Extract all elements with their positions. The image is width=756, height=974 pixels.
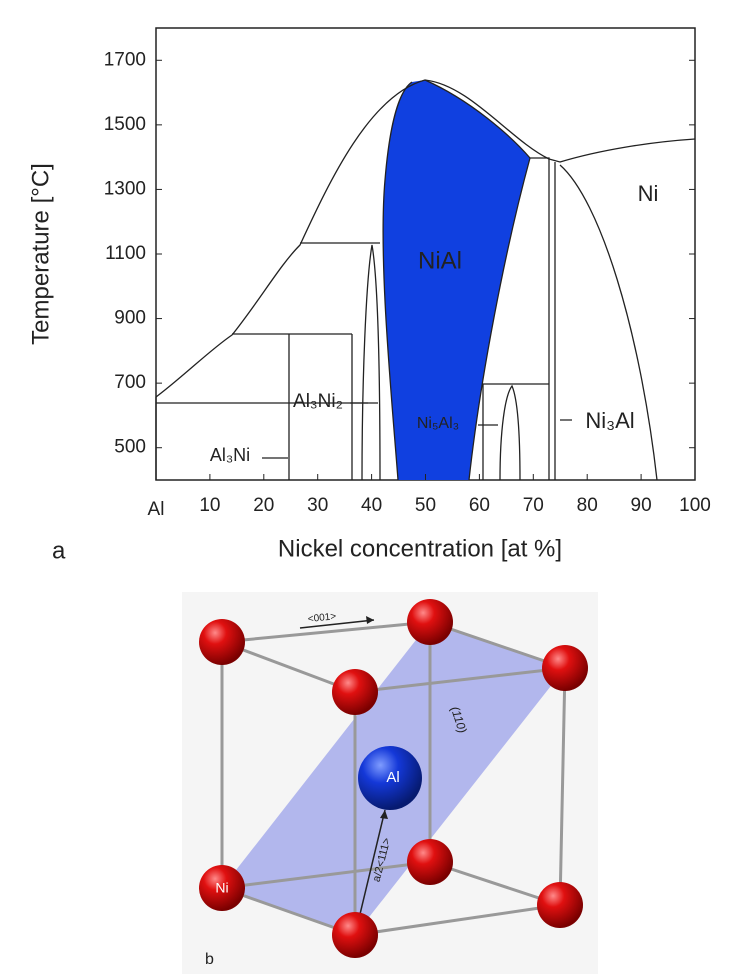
y-tick-label: 500 (114, 437, 146, 458)
boundary (361, 244, 381, 481)
x-tick-label: 100 (679, 495, 711, 516)
ni-atom (542, 645, 588, 691)
nial-region (383, 80, 530, 480)
x-tick-label: 10 (199, 495, 220, 516)
direction-label: <001> (307, 611, 337, 625)
region-label: Ni₃Al (585, 408, 634, 433)
ni-atom (332, 669, 378, 715)
x-tick-label: 80 (577, 495, 598, 516)
region-label: Al₃Ni (210, 445, 250, 465)
boundary (382, 81, 413, 481)
x-tick-label: 90 (631, 495, 652, 516)
y-tick-label: 1500 (104, 114, 146, 135)
ni-atom (407, 839, 453, 885)
ni-atom (407, 599, 453, 645)
y-axis-title: Temperature [°C] (27, 163, 54, 345)
y-tick-label: 1700 (104, 49, 146, 70)
region-label: Al₃Ni₂ (293, 391, 343, 412)
x-tick-label: Al (148, 499, 165, 520)
x-tick-label: 30 (307, 495, 328, 516)
panel-label: a (52, 537, 66, 564)
atom-label: Ni (215, 880, 228, 896)
boundary (530, 157, 658, 481)
x-tick-label: 60 (469, 495, 490, 516)
phase-diagram: NiAl Ni Al₃Ni₂ Ni₅Al₃ Ni₃Al Al₃Ni Temper… (27, 27, 711, 564)
arrow-head (366, 616, 374, 624)
x-tick-label: 50 (415, 495, 436, 516)
crystal-structure: <001> (110) Al Ni a/2<111> b (182, 592, 598, 974)
atoms (199, 599, 588, 958)
region-label: NiAl (418, 247, 462, 274)
y-tick-label: 700 (114, 372, 146, 393)
y-tick-label: 1300 (104, 178, 146, 199)
pointer (262, 402, 572, 459)
liquidus (155, 79, 696, 398)
boundary (155, 242, 380, 480)
region-label: Ni (638, 181, 659, 206)
arrow-head (380, 810, 388, 819)
x-tick-label: 20 (253, 495, 274, 516)
x-tick-label: 40 (361, 495, 382, 516)
x-axis-title: Nickel concentration [at %] (278, 535, 562, 562)
x-tick-label: 70 (523, 495, 544, 516)
axes: 500 700 900 1100 1300 1500 1700 Al 10 20 30 40 50 60 7… (104, 49, 711, 520)
arrow-001 (299, 619, 375, 629)
ni-atom (199, 865, 245, 911)
ni-atom (537, 882, 583, 928)
boundary (482, 383, 549, 481)
ni-atom (332, 912, 378, 958)
panel-label: b (205, 951, 214, 968)
region-label: Ni₅Al₃ (417, 415, 459, 432)
atom-label: Al (386, 769, 399, 786)
al-atom (358, 746, 422, 810)
y-tick-label: 1100 (105, 243, 146, 264)
boundary (424, 79, 531, 481)
y-tick-label: 900 (114, 308, 146, 329)
ni-atom (199, 619, 245, 665)
